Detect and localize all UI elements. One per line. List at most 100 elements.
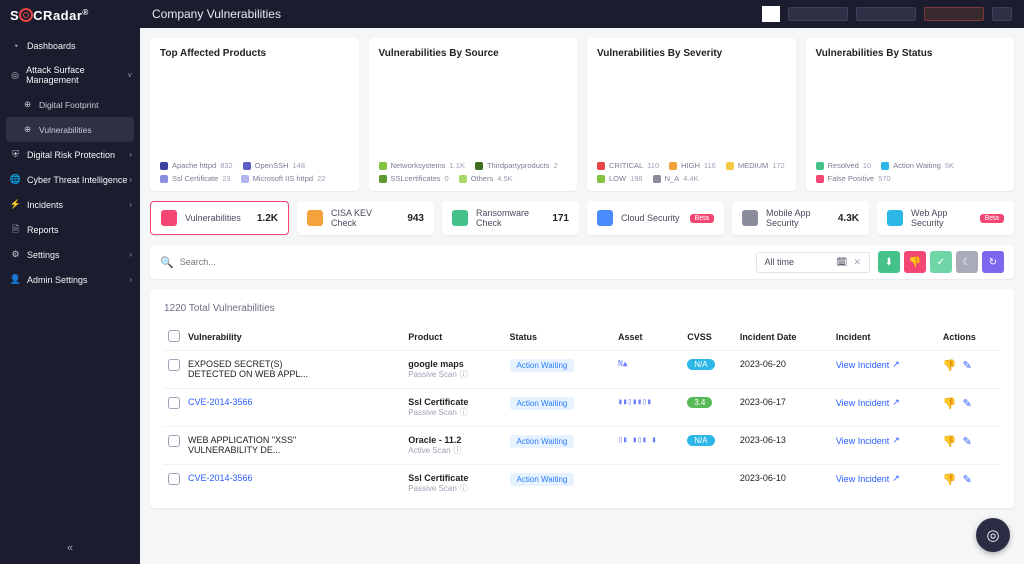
edit-icon[interactable]: ✎ [963,435,972,448]
chart-card-top-affected-products: Top Affected ProductsApache httpd 832Ope… [150,38,359,191]
sidebar-item-attack-surface-management[interactable]: ◎Attack Surface Management˅ [0,58,140,92]
thumbs-down-icon[interactable]: 👎 [943,359,957,372]
external-icon: ↗ [892,359,900,370]
chart-legend: Networksystems 1.1KThirdpartyproducts 2S… [379,155,568,183]
chart-title: Top Affected Products [160,48,349,59]
sidebar-item-incidents[interactable]: ⚡Incidents› [0,192,140,217]
vulnerability-name[interactable]: CVE-2014-3566 [188,473,328,483]
sidebar-sub-digital-footprint[interactable]: ⊕Digital Footprint [0,92,140,117]
column-header[interactable]: Incident [832,324,939,351]
product-name: Ssl Certificate [408,397,501,407]
column-header[interactable]: Status [506,324,614,351]
edit-icon[interactable]: ✎ [963,473,972,486]
view-incident-link[interactable]: View Incident ↗ [836,473,900,484]
search-input[interactable] [180,257,748,267]
thumbs-down-icon[interactable]: 👎 [943,397,957,410]
status-badge: Action Waiting [510,435,575,448]
refresh-button[interactable]: ↻ [982,251,1004,273]
time-filter[interactable]: All time 🗓 ✕ [756,252,871,273]
topbar-box-sm[interactable] [992,7,1012,21]
page-title: Company Vulnerabilities [152,7,748,21]
column-header[interactable]: Vulnerability [184,324,404,351]
info-icon[interactable]: ⓘ [460,369,468,380]
row-checkbox[interactable] [168,397,180,409]
dislike-button[interactable]: 👎 [904,251,926,273]
external-icon: ↗ [892,473,900,484]
stat-cloud-security[interactable]: Cloud SecurityBeta [587,201,724,235]
sidebar-item-cyber-threat-intelligence[interactable]: 🌐Cyber Threat Intelligence› [0,167,140,192]
chart-legend: Resolved 10Action Waiting 5KFalse Positi… [816,155,1005,183]
beta-badge: Beta [980,214,1004,223]
chart-icon: ⚡ [10,199,21,210]
sidebar-sub-vulnerabilities[interactable]: ⊕Vulnerabilities [6,117,134,142]
column-header[interactable]: Actions [939,324,1000,351]
sidebar-item-label: Admin Settings [27,275,88,285]
status-badge: Action Waiting [510,359,575,372]
chevron-icon: ˅ [127,71,132,80]
legend-item: HIGH 116 [669,161,716,170]
stat-color-icon [742,210,758,226]
view-incident-link[interactable]: View Incident ↗ [836,359,900,370]
chart-legend: CRITICAL 110HIGH 116MEDIUM 172LOW 198N_A… [597,155,786,183]
download-button[interactable]: ⬇ [878,251,900,273]
edit-icon[interactable]: ✎ [963,397,972,410]
edit-icon[interactable]: ✎ [963,359,972,372]
row-checkbox[interactable] [168,435,180,447]
row-checkbox[interactable] [168,359,180,371]
vulnerability-name[interactable]: CVE-2014-3566 [188,397,328,407]
stat-cisa-kev-check[interactable]: CISA KEV Check943 [297,201,434,235]
help-fab[interactable]: ◎ [976,518,1010,552]
stat-label: Mobile App Security [766,208,830,228]
sidebar-item-settings[interactable]: ⚙Settings› [0,242,140,267]
sidebar-item-admin-settings[interactable]: 👤Admin Settings› [0,267,140,292]
topbar-box-1[interactable] [788,7,848,21]
scan-type: Passive Scan ⓘ [408,369,501,380]
sidebar-item-digital-risk-protection[interactable]: ⛨Digital Risk Protection› [0,142,140,167]
collapse-sidebar[interactable]: « [0,532,140,564]
info-icon[interactable]: ⓘ [460,407,468,418]
thumbs-down-icon[interactable]: 👎 [943,435,957,448]
view-incident-link[interactable]: View Incident ↗ [836,435,900,446]
topbar-box-2[interactable] [856,7,916,21]
sidebar-item-label: Attack Surface Management [26,65,130,85]
legend-item: Action Waiting 5K [881,161,954,170]
brand-logo: SCRadar® [0,0,140,33]
stat-value: 171 [552,213,569,224]
legend-item: OpenSSH 148 [243,161,305,170]
asset-cell: ▯▮ ▮▯▮ ▮ [614,427,683,465]
incident-date: 2023-06-17 [736,389,832,427]
column-header[interactable]: Incident Date [736,324,832,351]
select-all-checkbox[interactable] [168,330,180,342]
snooze-button[interactable]: ☾ [956,251,978,273]
clear-icon[interactable]: ✕ [853,257,861,268]
topbar: Company Vulnerabilities [140,0,1024,28]
info-icon[interactable]: ⓘ [460,483,468,494]
column-header[interactable]: CVSS [683,324,736,351]
sidebar-item-reports[interactable]: 🗎Reports [0,217,140,242]
legend-item: False Positive 570 [816,174,891,183]
stat-vulnerabilities[interactable]: Vulnerabilities1.2K [150,201,289,235]
legend-item: Thirdpartyproducts 2 [475,161,558,170]
column-header[interactable]: Product [404,324,505,351]
topbar-white-block [762,6,780,22]
status-badge: Action Waiting [510,473,575,486]
info-icon[interactable]: ⓘ [454,445,462,456]
stat-mobile-app-security[interactable]: Mobile App Security4.3K [732,201,869,235]
row-checkbox[interactable] [168,473,180,485]
donut-chart [597,63,786,155]
stat-label: Vulnerabilities [185,213,249,223]
cvss-badge: N/A [687,435,714,446]
view-incident-link[interactable]: View Incident ↗ [836,397,900,408]
incident-date: 2023-06-13 [736,427,832,465]
topbar-box-red[interactable] [924,7,984,21]
sidebar-item-dashboards[interactable]: ◔Dashboards [0,33,140,58]
thumbs-down-icon[interactable]: 👎 [943,473,957,486]
chart-title: Vulnerabilities By Severity [597,48,786,59]
approve-button[interactable]: ✓ [930,251,952,273]
stat-web-app-security[interactable]: Web App SecurityBeta [877,201,1014,235]
time-filter-label: All time [765,257,795,267]
stat-ransomware-check[interactable]: Ransomware Check171 [442,201,579,235]
product-name: Oracle - 11.2 [408,435,501,445]
column-header[interactable]: Asset [614,324,683,351]
sidebar-item-label: Vulnerabilities [39,125,92,135]
